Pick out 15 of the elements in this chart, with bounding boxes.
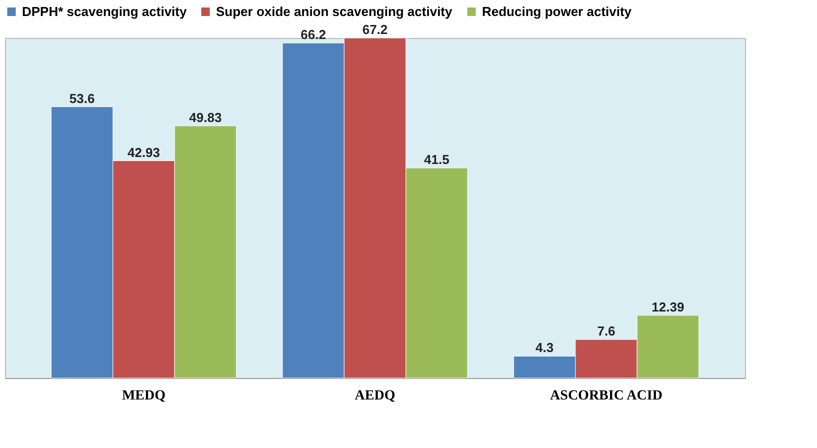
data-label: 66.2 [300,27,326,42]
legend-label: Reducing power activity [482,4,632,19]
data-label: 49.83 [189,110,222,125]
data-label: 42.93 [127,144,160,160]
data-label: 7.6 [597,324,616,339]
x-tick-label: MEDQ [122,388,166,404]
x-tick-label: ASCORBIC ACID [550,388,662,404]
data-label: 67.2 [362,22,388,37]
data-label: 4.3 [536,340,554,356]
data-label: 53.6 [69,90,95,106]
legend-label: DPPH* scavenging activity [22,4,188,19]
x-tick-label: AEDQ [354,388,396,404]
data-label: 12.39 [652,299,684,314]
data-label: 41.5 [424,152,450,168]
legend-label: Super oxide anion scavenging activity [216,4,454,19]
